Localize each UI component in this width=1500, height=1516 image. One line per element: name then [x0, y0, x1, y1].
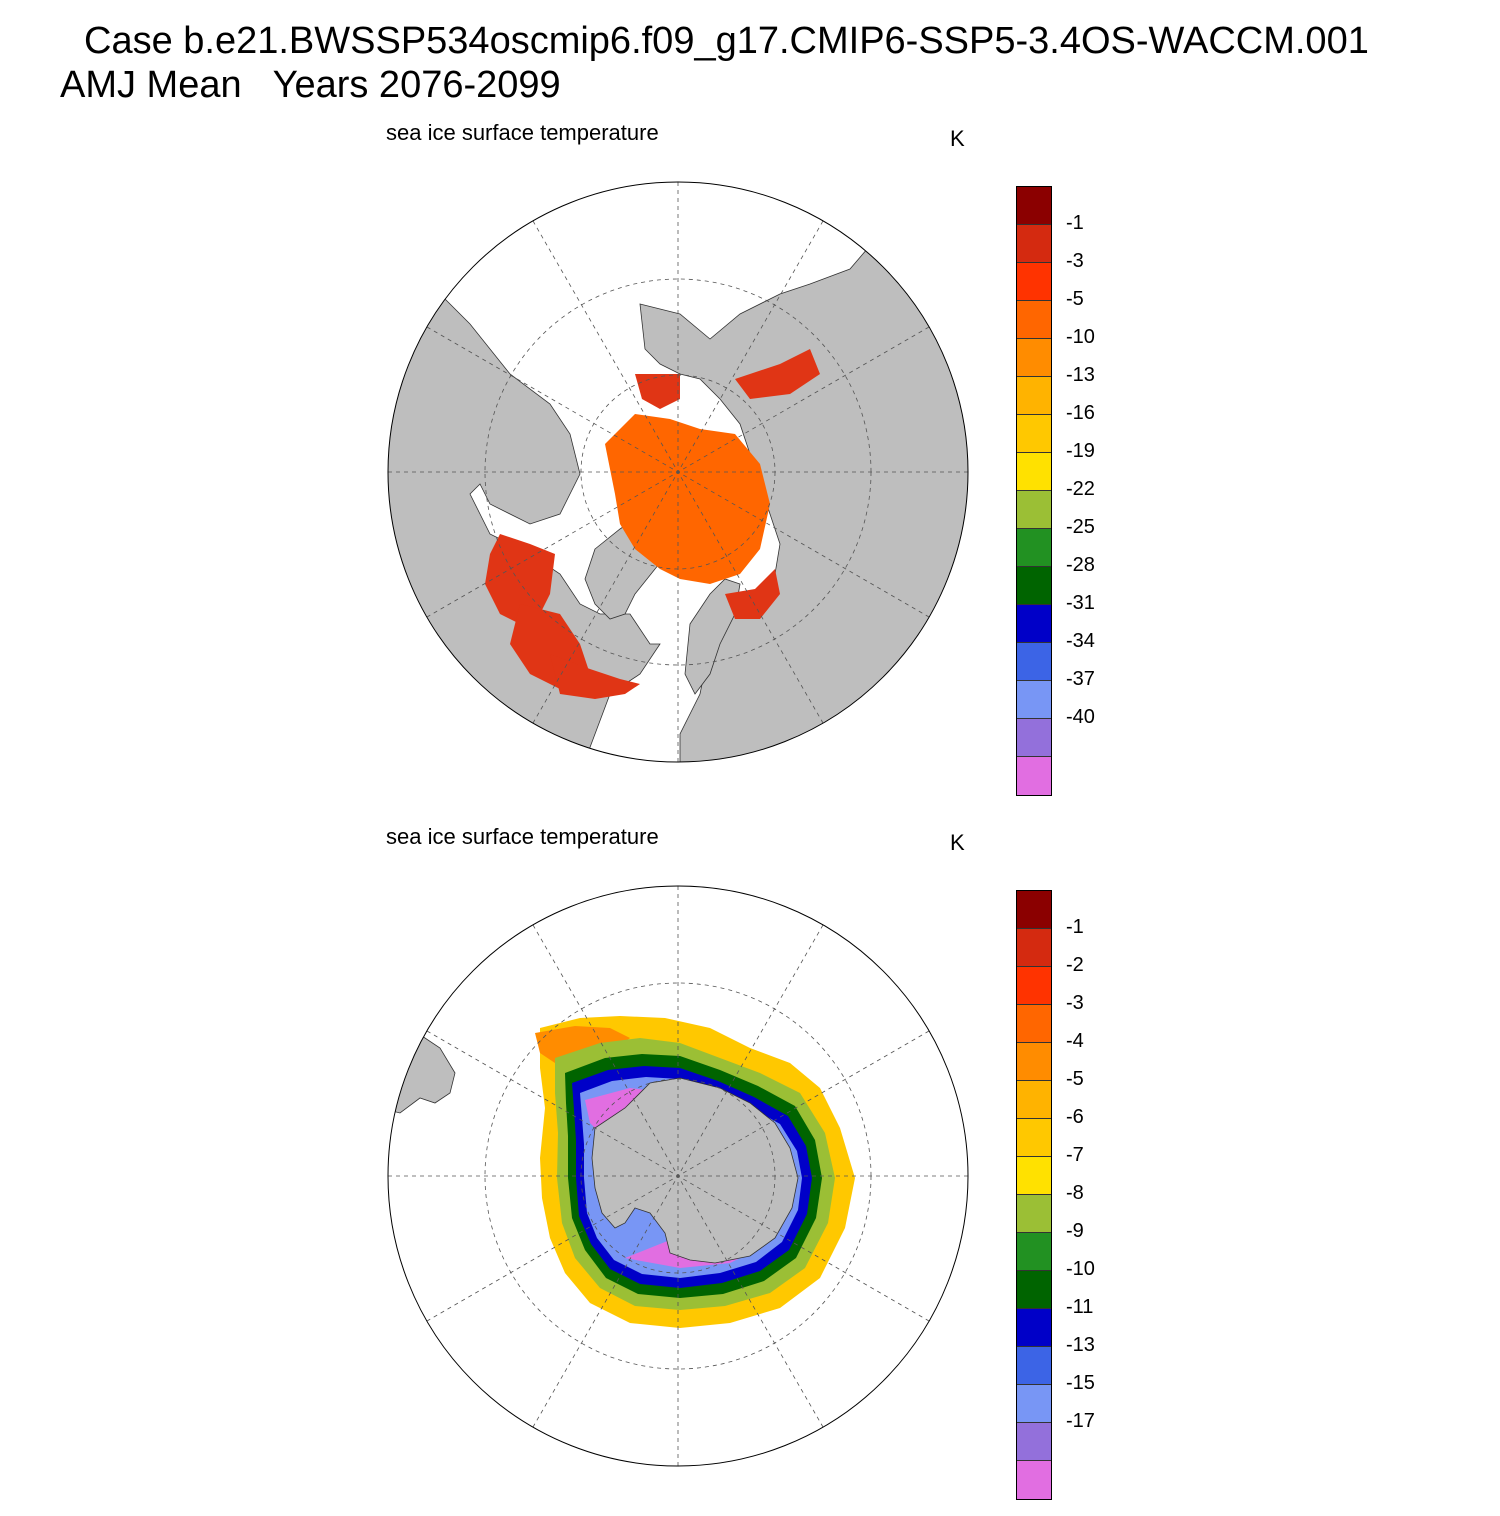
okhotsk-ice: [735, 349, 820, 399]
south-polar-map: [387, 885, 969, 1467]
south-colorbar-swatch: [1017, 1271, 1051, 1309]
case-title: Case b.e21.BWSSP534oscmip6.f09_g17.CMIP6…: [84, 20, 1369, 62]
north-colorbar-label: -10: [1066, 326, 1095, 348]
north-colorbar: -1 -3 -5 -10 -13 -16 -19 -22 -25 -28 -31 -34 -37 -40: [1016, 186, 1095, 796]
north-panel-units: K: [950, 126, 965, 151]
barents-ice: [725, 569, 780, 619]
north-map-border: [387, 181, 969, 763]
south-colorbar-label: -9: [1066, 1220, 1084, 1242]
south-panel-title: sea ice surface temperature: [386, 824, 659, 849]
south-colorbar-swatch: [1017, 929, 1051, 967]
south-colorbar-label: -2: [1066, 954, 1084, 976]
period-title: AMJ Mean Years 2076-2099: [60, 64, 561, 106]
scandinavia-land: [684, 578, 741, 695]
south-colorbar-swatch: [1017, 1005, 1051, 1043]
south-colorbar-swatch: [1017, 1385, 1051, 1423]
north-colorbar-swatch: [1017, 719, 1051, 757]
south-colorbar-label: -7: [1066, 1144, 1084, 1166]
north-polar-panel: sea ice surface temperature K: [0, 112, 1500, 812]
south-colorbar-swatch: [1017, 1347, 1051, 1385]
south-colorbar-swatch: [1017, 1195, 1051, 1233]
south-colorbar-swatch: [1017, 891, 1051, 929]
north-colorbar-label: -31: [1066, 592, 1095, 614]
north-colorbar-label: -16: [1066, 402, 1095, 424]
north-colorbar-swatch: [1017, 225, 1051, 263]
south-colorbar-swatch: [1017, 1461, 1051, 1499]
south-colorbar-label: -17: [1066, 1410, 1095, 1432]
north-colorbar-swatch: [1017, 415, 1051, 453]
antarctica-land: [591, 1077, 799, 1264]
north-graticule: [388, 182, 968, 762]
south-colorbar-swatch: [1017, 1043, 1051, 1081]
south-colorbar-label: -4: [1066, 1030, 1084, 1052]
north-colorbar-label: -19: [1066, 440, 1095, 462]
baffin-ice: [550, 654, 640, 699]
north-colorbar-label: -25: [1066, 516, 1095, 538]
north-colorbar-swatch: [1017, 491, 1051, 529]
south-colorbar-label: -6: [1066, 1106, 1084, 1128]
north-colorbar-swatch: [1017, 529, 1051, 567]
south-colorbar-label: -15: [1066, 1372, 1095, 1394]
south-colorbar-label: -11: [1066, 1296, 1094, 1318]
north-colorbar-swatch: [1017, 377, 1051, 415]
north-colorbar-swatch: [1017, 681, 1051, 719]
north-colorbar-label: -3: [1066, 250, 1084, 272]
north-colorbar-swatch: [1017, 605, 1051, 643]
north-colorbar-swatch: [1017, 567, 1051, 605]
north-colorbar-swatch: [1017, 453, 1051, 491]
north-polar-map: [387, 181, 969, 763]
north-colorbar-swatch: [1017, 301, 1051, 339]
south-map-border: [387, 885, 969, 1467]
south-colorbar-swatch: [1017, 1309, 1051, 1347]
north-panel-title: sea ice surface temperature: [386, 120, 659, 145]
north-colorbar-swatch: [1017, 643, 1051, 681]
arctic-sea-ice-rim: [485, 534, 555, 624]
south-colorbar-swatch: [1017, 1157, 1051, 1195]
south-polar-panel: sea ice surface temperature K: [0, 816, 1500, 1516]
south-colorbar-swatch: [1017, 1119, 1051, 1157]
north-colorbar-label: -13: [1066, 364, 1095, 386]
north-colorbar-swatch: [1017, 187, 1051, 225]
north-colorbar-label: -28: [1066, 554, 1095, 576]
south-colorbar-swatch: [1017, 1233, 1051, 1271]
north-colorbar-swatch: [1017, 263, 1051, 301]
south-colorbar-label: -8: [1066, 1182, 1084, 1204]
south-colorbar-label: -1: [1066, 916, 1084, 938]
north-colorbar-swatch: [1017, 339, 1051, 377]
south-colorbar-swatch: [1017, 967, 1051, 1005]
south-colorbar: -1 -2 -3 -4 -5 -6 -7 -8 -9 -10 -11 -13 -15 -17: [1016, 890, 1095, 1500]
north-colorbar-swatch: [1017, 757, 1051, 795]
bering-ice: [635, 374, 680, 409]
north-colorbar-label: -1: [1066, 212, 1084, 234]
north-colorbar-label: -34: [1066, 630, 1095, 652]
south-colorbar-label: -13: [1066, 1334, 1095, 1356]
south-colorbar-label: -10: [1066, 1258, 1095, 1280]
north-colorbar-label: -40: [1066, 706, 1095, 728]
south-colorbar-label: -5: [1066, 1068, 1084, 1090]
north-colorbar-label: -22: [1066, 478, 1095, 500]
south-graticule: [388, 886, 968, 1466]
south-colorbar-swatch: [1017, 1081, 1051, 1119]
arctic-sea-ice-main: [605, 414, 770, 584]
north-colorbar-label: -37: [1066, 668, 1095, 690]
south-colorbar-swatch: [1017, 1423, 1051, 1461]
south-colorbar-label: -3: [1066, 992, 1084, 1014]
north-colorbar-label: -5: [1066, 288, 1084, 310]
south-panel-units: K: [950, 830, 965, 855]
